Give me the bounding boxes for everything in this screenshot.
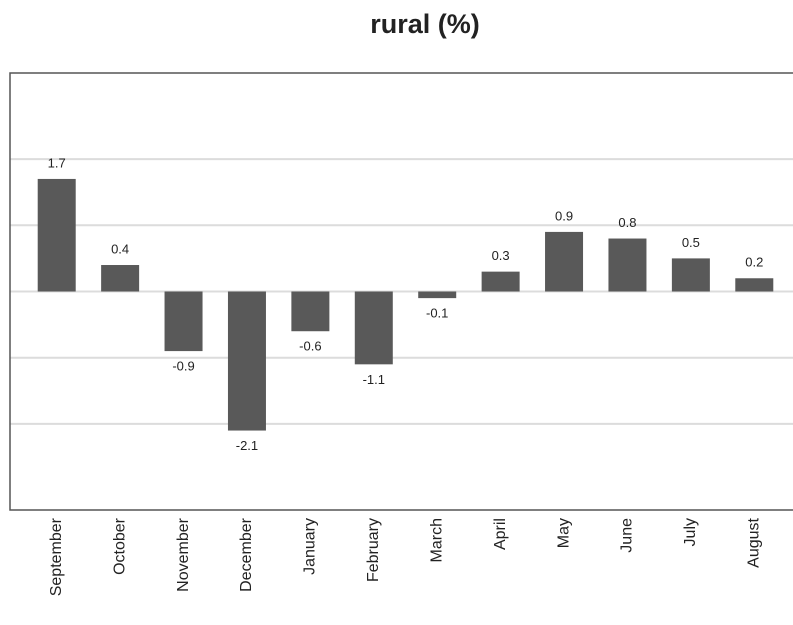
x-tick-label: February [365, 518, 382, 582]
x-tick-label: September [48, 517, 65, 596]
bar [418, 291, 457, 299]
bar [101, 265, 140, 292]
x-tick-label: December [238, 517, 255, 591]
bar [164, 291, 203, 352]
data-label: 0.3 [492, 248, 510, 263]
plot-border [9, 72, 793, 511]
x-tick-label: October [111, 517, 128, 575]
data-label: 0.9 [555, 208, 573, 223]
x-tick-label: April [492, 518, 509, 550]
x-tick-label: July [682, 518, 699, 546]
bar [354, 291, 393, 365]
bar [545, 231, 584, 292]
data-label: -2.1 [236, 438, 258, 453]
x-tick-label: June [619, 518, 636, 553]
bar [481, 271, 520, 292]
data-label: 0.4 [111, 241, 129, 256]
x-tick-label: May [555, 518, 572, 548]
data-label: 0.8 [618, 215, 636, 230]
x-tick-label: March [428, 518, 445, 562]
chart-title: rural (%) [370, 9, 480, 39]
bar [227, 291, 266, 431]
data-label: -0.6 [299, 339, 321, 354]
data-label: -0.9 [172, 359, 194, 374]
x-tick-label: November [175, 517, 192, 591]
bar [37, 178, 76, 292]
data-label: 0.2 [745, 255, 763, 270]
x-tick-label: August [746, 517, 763, 567]
x-tick-label: January [302, 518, 319, 575]
bar [291, 291, 330, 332]
data-label: 0.5 [682, 235, 700, 250]
data-label: -0.1 [426, 306, 448, 321]
data-label: -1.1 [363, 372, 385, 387]
bar [608, 238, 647, 292]
bar [735, 278, 774, 292]
bar [671, 258, 710, 292]
data-label: 1.7 [48, 155, 66, 170]
